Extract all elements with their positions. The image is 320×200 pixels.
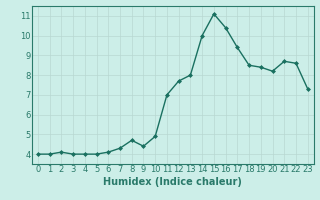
X-axis label: Humidex (Indice chaleur): Humidex (Indice chaleur) xyxy=(103,177,242,187)
